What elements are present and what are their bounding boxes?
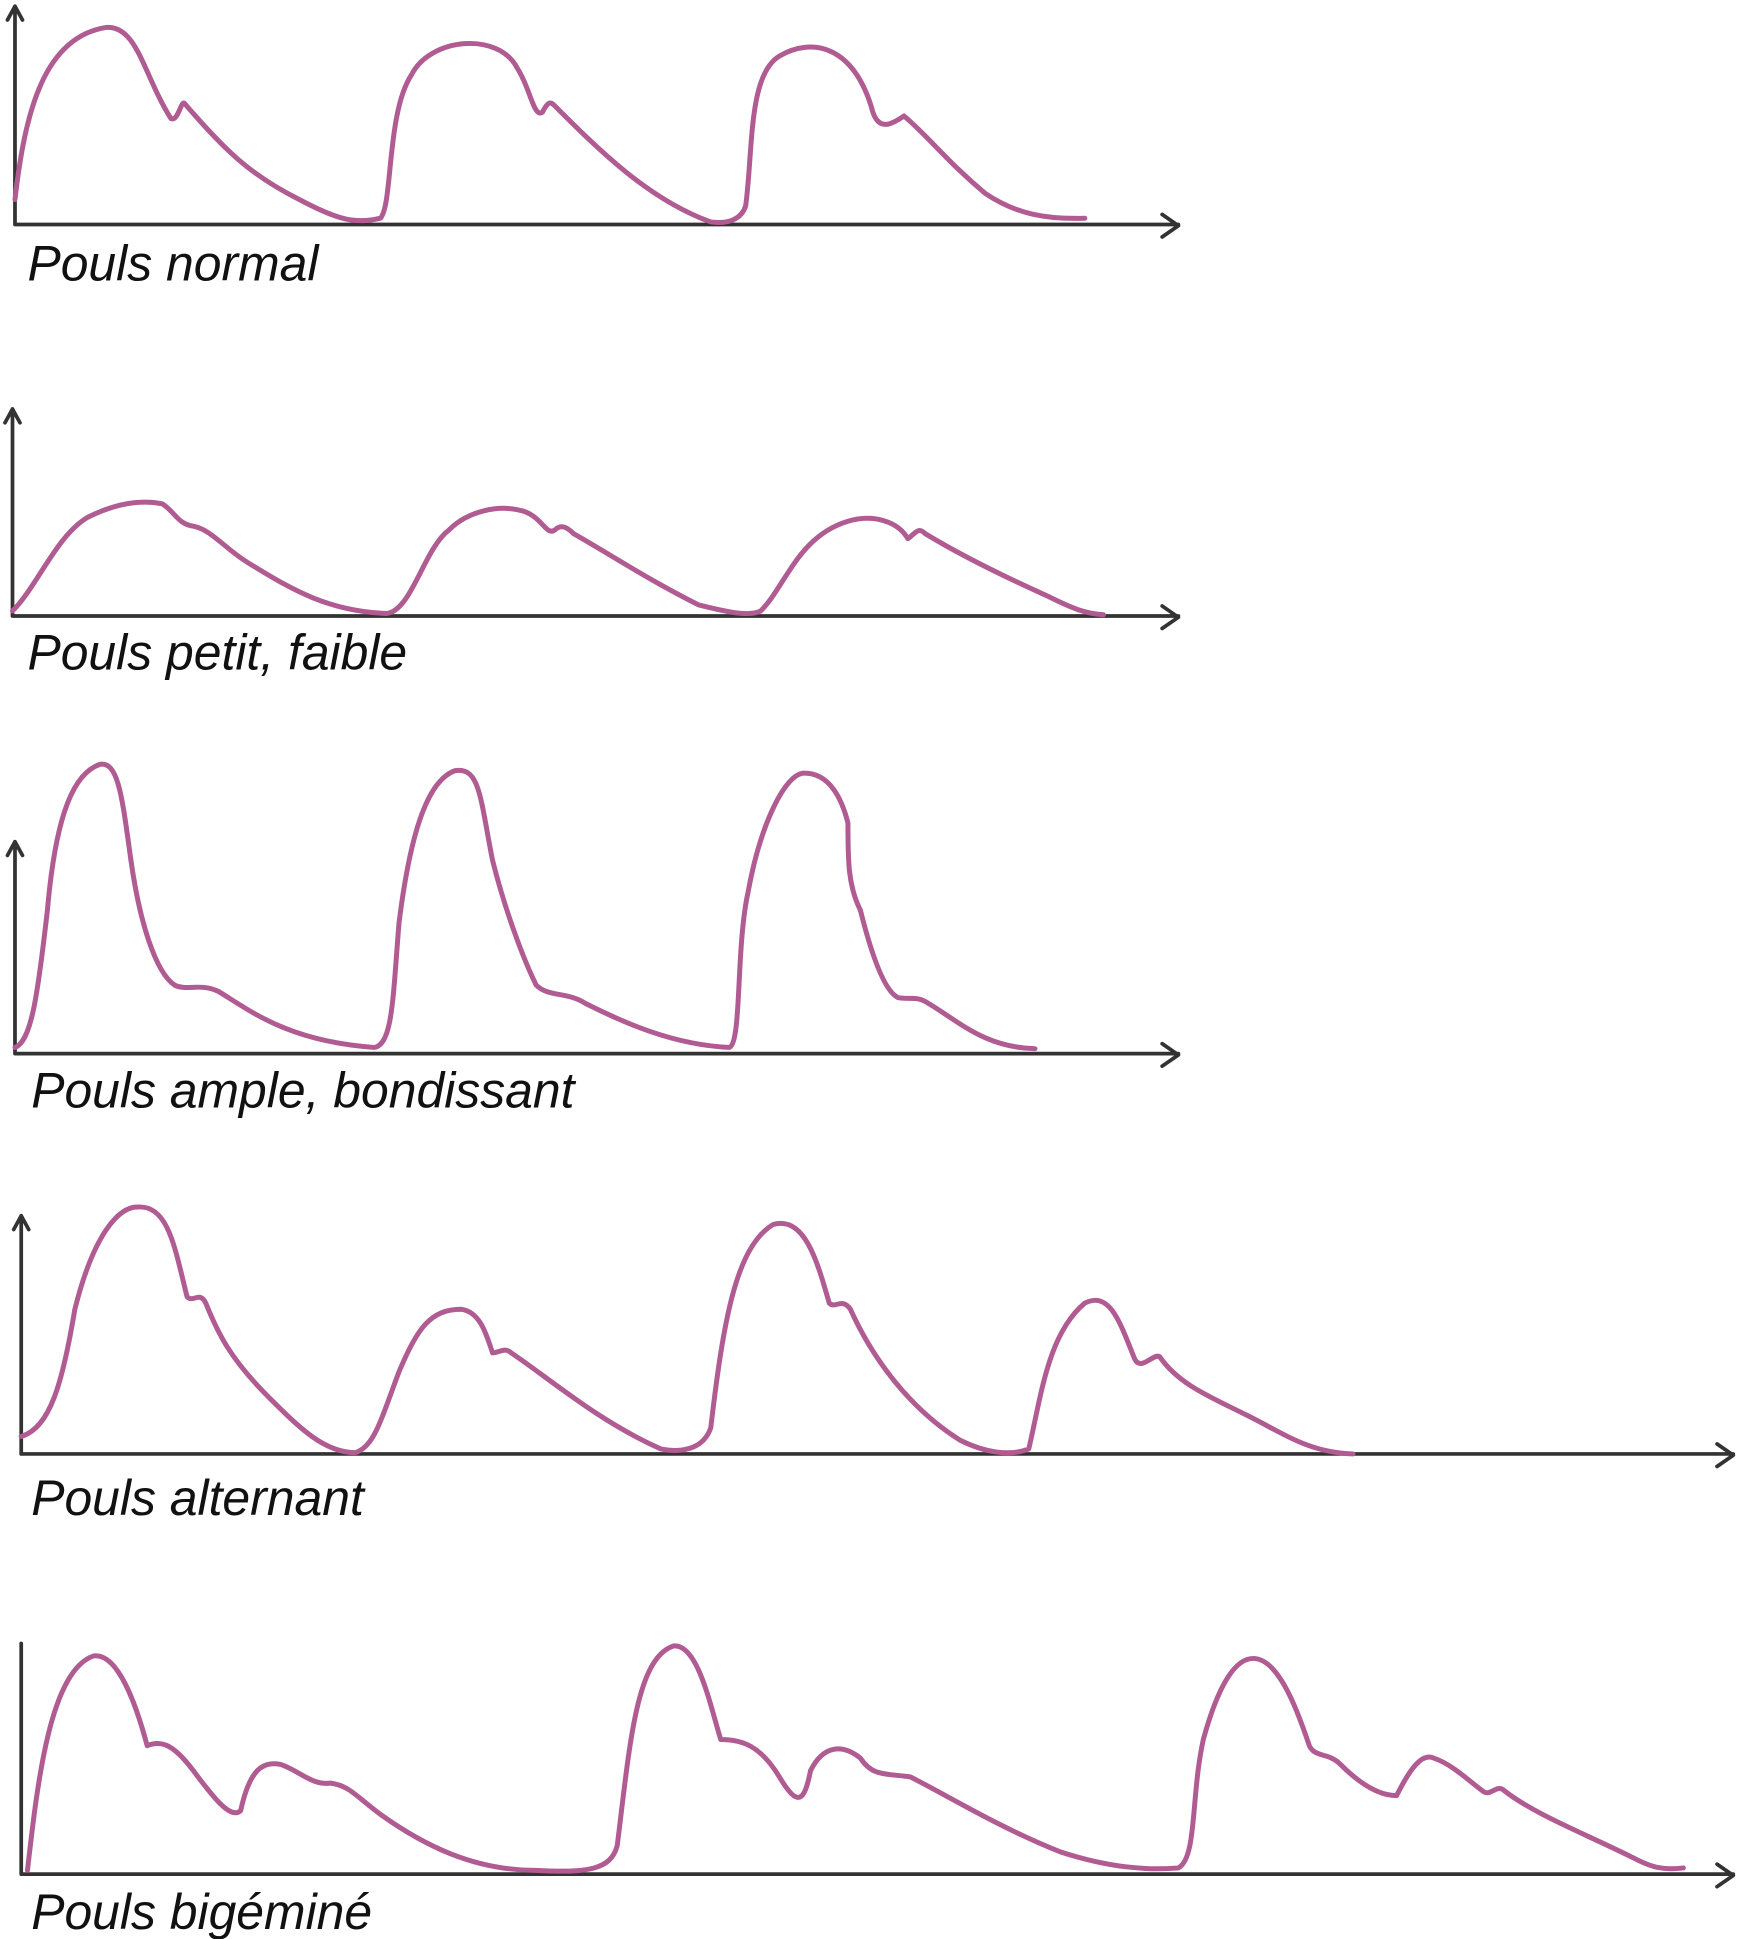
waveform bbox=[18, 1204, 1356, 1457]
waveform bbox=[24, 1643, 1686, 1874]
panel-bigeminal: Pouls bigéminé bbox=[19, 1641, 1736, 1939]
label: Pouls ample, bondissant bbox=[31, 1062, 576, 1118]
axis bbox=[5, 4, 1181, 239]
axis bbox=[19, 1641, 1736, 1889]
axis bbox=[3, 407, 1181, 631]
axis bbox=[11, 1213, 1736, 1469]
panel-normal: Pouls normal bbox=[5, 4, 1181, 292]
waveform bbox=[12, 761, 1038, 1052]
panel-weak: Pouls petit, faible bbox=[3, 407, 1181, 681]
axis bbox=[5, 839, 1181, 1069]
waveform bbox=[9, 499, 1107, 618]
panel-alternating: Pouls alternant bbox=[11, 1204, 1736, 1526]
waveform bbox=[12, 24, 1088, 225]
panel-bounding: Pouls ample, bondissant bbox=[5, 761, 1181, 1118]
label: Pouls alternant bbox=[31, 1470, 366, 1526]
label: Pouls bigéminé bbox=[31, 1884, 372, 1939]
label: Pouls normal bbox=[27, 236, 320, 292]
label: Pouls petit, faible bbox=[27, 625, 407, 681]
